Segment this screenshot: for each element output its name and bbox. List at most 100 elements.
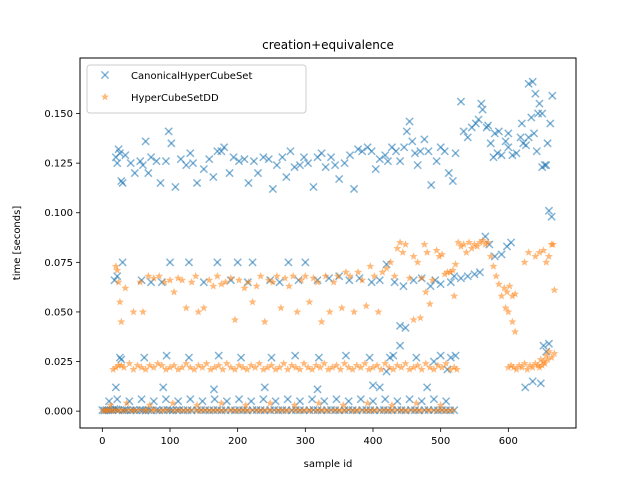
data-point [156, 178, 165, 188]
data-point [409, 252, 418, 260]
data-point [533, 109, 543, 118]
data-point [413, 361, 422, 369]
data-point [377, 365, 386, 373]
chart-title: creation+equivalence [262, 38, 394, 52]
data-point [155, 272, 164, 280]
data-point [364, 406, 373, 414]
data-point [515, 361, 524, 369]
data-point [438, 363, 447, 371]
data-point [111, 383, 120, 392]
data-point [390, 278, 399, 287]
data-point [524, 133, 533, 142]
data-point [178, 276, 187, 284]
data-point [504, 307, 513, 316]
data-point [493, 149, 502, 158]
data-point [220, 406, 229, 414]
data-point [144, 168, 153, 178]
data-point [528, 363, 537, 371]
data-point [149, 274, 158, 282]
data-point [421, 287, 430, 296]
data-point [187, 277, 196, 286]
data-point [161, 395, 171, 404]
data-point [184, 258, 194, 267]
data-point [203, 406, 212, 414]
data-point [393, 397, 402, 406]
data-point [221, 277, 230, 286]
data-point [549, 240, 557, 248]
data-point [381, 395, 390, 404]
series-hypercubesetdd [99, 236, 559, 414]
data-point [505, 281, 514, 290]
data-point [160, 405, 169, 414]
data-point [286, 147, 295, 156]
data-point [531, 89, 540, 98]
data-point [539, 357, 548, 365]
data-point [138, 161, 148, 170]
data-point [531, 252, 540, 260]
data-point [432, 406, 441, 414]
data-point [137, 395, 146, 404]
data-point [302, 405, 311, 414]
data-point [511, 327, 520, 336]
data-point [497, 291, 506, 300]
data-point [283, 365, 292, 373]
x-tick-label: 0 [99, 436, 105, 447]
data-point [481, 240, 490, 248]
data-point [371, 164, 380, 174]
data-point [164, 406, 173, 414]
data-point [375, 383, 384, 392]
data-point [129, 307, 138, 316]
data-point [287, 361, 296, 369]
data-point [544, 347, 553, 356]
data-point [471, 119, 480, 128]
legend-label-canonical: CanonicalHyperCubeSet [131, 71, 252, 82]
data-point [396, 238, 405, 246]
data-point [233, 258, 242, 267]
data-point [497, 250, 506, 259]
data-point [508, 151, 517, 160]
data-point [313, 277, 322, 286]
data-point [259, 395, 268, 404]
data-point [309, 274, 318, 282]
data-point [264, 276, 273, 284]
data-point [266, 399, 275, 407]
data-point [308, 365, 317, 373]
data-point [494, 279, 503, 288]
data-point [339, 400, 348, 409]
data-point [405, 117, 414, 126]
data-point [115, 149, 125, 158]
data-point [124, 405, 133, 414]
data-point [420, 240, 429, 248]
data-point [337, 406, 346, 414]
data-point [405, 365, 414, 373]
data-point [192, 178, 202, 188]
data-point [395, 157, 405, 166]
data-point [240, 155, 249, 164]
data-point [199, 303, 208, 312]
data-point [423, 248, 432, 256]
data-point [245, 406, 254, 414]
data-point [129, 365, 138, 373]
legend-box [86, 64, 307, 114]
legend-marker-hypercubesetdd [101, 92, 109, 101]
data-point [335, 174, 344, 184]
data-point [367, 147, 376, 156]
y-tick-label: 0.025 [44, 357, 73, 368]
data-point [521, 383, 530, 392]
data-point [174, 405, 183, 414]
data-point [328, 363, 337, 371]
data-point [527, 113, 536, 122]
data-point [363, 399, 372, 407]
data-point [373, 361, 382, 369]
data-point [393, 361, 402, 369]
data-point [360, 406, 369, 414]
data-point [448, 176, 457, 186]
data-point [341, 268, 350, 276]
data-point [548, 91, 557, 100]
data-point [382, 264, 391, 272]
data-point [420, 135, 429, 144]
data-point [413, 258, 422, 266]
data-point [236, 353, 246, 362]
data-point [386, 258, 395, 266]
data-point [421, 359, 430, 367]
